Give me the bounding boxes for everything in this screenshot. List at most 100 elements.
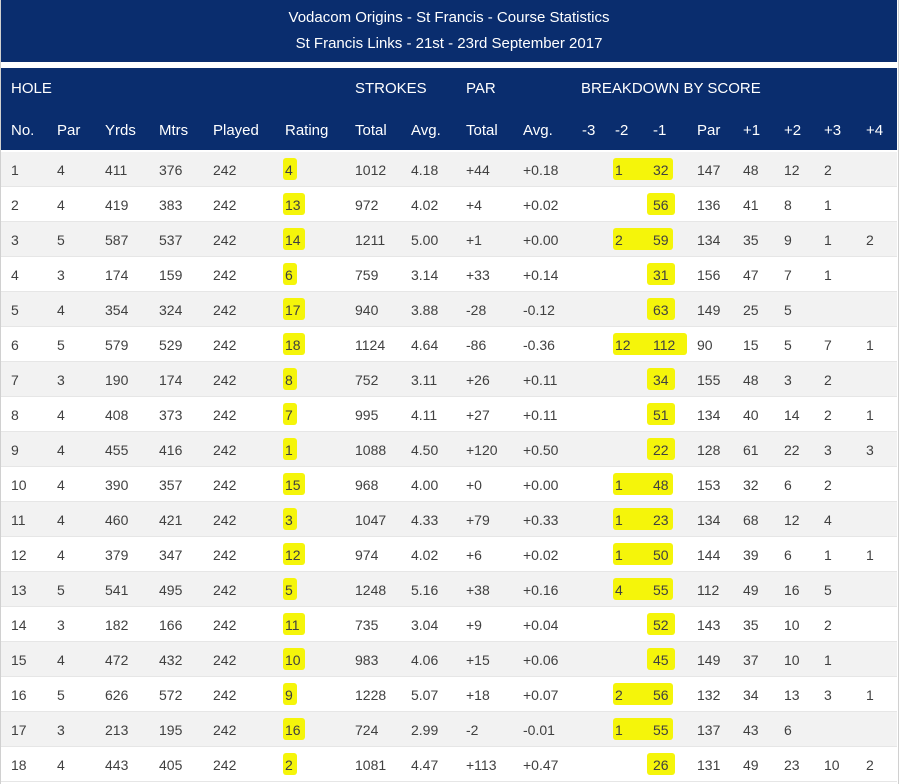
cell-strokes-avg: 4.06 bbox=[411, 652, 439, 668]
table-row: 11 4 460 421 242 3 1047 4.33 +79 +0.33 1 23 134 68 12 4 bbox=[1, 502, 897, 537]
cell-par-avg: +0.00 bbox=[523, 232, 559, 248]
cell-strokes-total: 940 bbox=[355, 302, 379, 318]
table-row: 18 4 443 405 242 2 1081 4.47 +113 +0.47 26 131 49 23 1… bbox=[1, 747, 897, 782]
cell-score-par: 132 bbox=[697, 687, 721, 703]
cell-par: 5 bbox=[57, 337, 65, 353]
cell-par-total: +6 bbox=[466, 547, 482, 563]
cell-par-avg: +0.11 bbox=[523, 372, 558, 388]
table-row: 8 4 408 373 242 7 995 4.11 +27 +0.11 51 134 40 14 2 1 bbox=[1, 397, 897, 432]
cell-metres: 159 bbox=[159, 267, 183, 283]
cell-score-plus2: 5 bbox=[784, 337, 792, 353]
rating-highlight bbox=[283, 578, 297, 600]
cell-par-total: +38 bbox=[466, 582, 490, 598]
cell-score-par: 112 bbox=[697, 582, 720, 598]
cell-score-par: 143 bbox=[697, 617, 721, 633]
cell-score-plus2: 9 bbox=[784, 232, 792, 248]
cell-metres: 324 bbox=[159, 302, 183, 318]
cell-par-total: -86 bbox=[466, 337, 487, 353]
cell-score-par: 134 bbox=[697, 512, 721, 528]
column-header-par-total: Total bbox=[466, 122, 498, 139]
cell-yards: 541 bbox=[105, 582, 129, 598]
cell-rating: 15 bbox=[285, 477, 301, 493]
cell-par-total: +113 bbox=[466, 757, 497, 773]
column-header-par-avg: Avg. bbox=[523, 122, 553, 139]
breakdown-highlight bbox=[647, 438, 675, 460]
cell-hole-no: 1 bbox=[11, 162, 19, 178]
cell-played: 242 bbox=[213, 407, 237, 423]
group-header-strokes: STROKES bbox=[355, 80, 427, 97]
cell-par-avg: -0.12 bbox=[523, 302, 555, 318]
column-header-yards: Yrds bbox=[105, 122, 136, 139]
cell-hole-no: 16 bbox=[11, 687, 27, 703]
cell-rating: 3 bbox=[285, 512, 293, 528]
cell-hole-no: 7 bbox=[11, 372, 19, 388]
cell-score-minus1: 55 bbox=[653, 722, 669, 738]
column-header-played: Played bbox=[213, 122, 259, 139]
column-header-par: Par bbox=[57, 122, 81, 139]
cell-score-plus1: 41 bbox=[743, 197, 759, 213]
cell-par-total: +9 bbox=[466, 617, 482, 633]
cell-strokes-total: 1012 bbox=[355, 162, 387, 178]
cell-strokes-avg: 3.04 bbox=[411, 617, 439, 633]
breakdown-highlight bbox=[647, 648, 675, 670]
cell-played: 242 bbox=[213, 652, 237, 668]
cell-score-plus1: 25 bbox=[743, 302, 759, 318]
cell-score-par: 136 bbox=[697, 197, 721, 213]
cell-metres: 432 bbox=[159, 652, 183, 668]
cell-strokes-total: 759 bbox=[355, 267, 379, 283]
cell-strokes-avg: 4.64 bbox=[411, 337, 439, 353]
cell-strokes-avg: 4.33 bbox=[411, 512, 439, 528]
cell-par: 3 bbox=[57, 617, 65, 633]
cell-par-avg: -0.01 bbox=[523, 722, 555, 738]
cell-score-plus1: 15 bbox=[743, 337, 759, 353]
table-row: 3 5 587 537 242 14 1211 5.00 +1 +0.00 2 59 134 35 9 1 2 bbox=[1, 222, 897, 257]
column-header-metres: Mtrs bbox=[159, 122, 189, 139]
column-header-score-plus4: +4 bbox=[866, 122, 884, 139]
cell-strokes-avg: 3.11 bbox=[411, 372, 438, 388]
cell-par-total: -2 bbox=[466, 722, 479, 738]
cell-rating: 1 bbox=[285, 442, 293, 458]
cell-score-plus4: 1 bbox=[866, 547, 874, 563]
cell-yards: 190 bbox=[105, 372, 129, 388]
group-header-breakdown: BREAKDOWN BY SCORE bbox=[581, 80, 761, 97]
cell-metres: 416 bbox=[159, 442, 183, 458]
cell-score-plus2: 14 bbox=[784, 407, 800, 423]
cell-metres: 376 bbox=[159, 162, 183, 178]
cell-yards: 626 bbox=[105, 687, 129, 703]
cell-score-par: 149 bbox=[697, 302, 721, 318]
cell-yards: 579 bbox=[105, 337, 129, 353]
rating-highlight bbox=[283, 263, 297, 285]
cell-strokes-avg: 3.88 bbox=[411, 302, 439, 318]
cell-yards: 354 bbox=[105, 302, 129, 318]
cell-strokes-avg: 5.07 bbox=[411, 687, 439, 703]
column-header-score-minus2: -2 bbox=[615, 122, 629, 139]
cell-score-plus3: 2 bbox=[824, 477, 832, 493]
rating-highlight bbox=[283, 473, 305, 495]
cell-yards: 379 bbox=[105, 547, 129, 563]
cell-score-par: 128 bbox=[697, 442, 721, 458]
cell-score-minus2: 4 bbox=[615, 582, 623, 598]
rating-highlight bbox=[283, 543, 305, 565]
cell-played: 242 bbox=[213, 477, 237, 493]
cell-hole-no: 18 bbox=[11, 757, 27, 773]
cell-hole-no: 2 bbox=[11, 197, 19, 213]
cell-score-plus3: 1 bbox=[824, 652, 832, 668]
cell-rating: 10 bbox=[285, 652, 301, 668]
breakdown-highlight bbox=[613, 158, 673, 180]
cell-strokes-total: 995 bbox=[355, 407, 379, 423]
table-row: 4 3 174 159 242 6 759 3.14 +33 +0.14 31 156 47 7 1 bbox=[1, 257, 897, 292]
cell-score-minus1: 48 bbox=[653, 477, 669, 493]
cell-par: 4 bbox=[57, 512, 65, 528]
cell-strokes-avg: 4.00 bbox=[411, 477, 439, 493]
table-row: 10 4 390 357 242 15 968 4.00 +0 +0.00 1 48 153 32 6 2 bbox=[1, 467, 897, 502]
cell-strokes-total: 983 bbox=[355, 652, 379, 668]
cell-yards: 587 bbox=[105, 232, 129, 248]
cell-score-plus3: 1 bbox=[824, 197, 832, 213]
cell-score-minus2: 1 bbox=[615, 722, 623, 738]
cell-score-plus2: 10 bbox=[784, 652, 800, 668]
rating-highlight bbox=[283, 403, 297, 425]
cell-yards: 411 bbox=[105, 162, 128, 178]
cell-metres: 174 bbox=[159, 372, 183, 388]
cell-score-minus1: 32 bbox=[653, 162, 669, 178]
